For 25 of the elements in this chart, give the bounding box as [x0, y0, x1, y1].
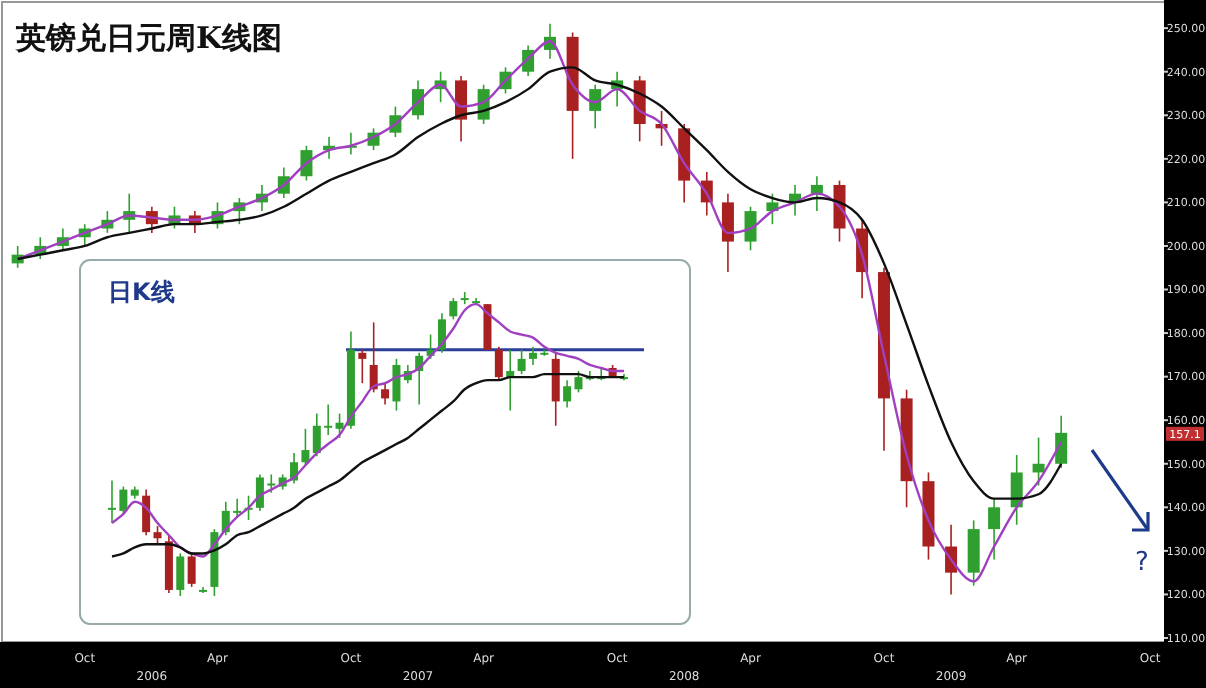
candlestick [449, 297, 458, 321]
candlestick [142, 488, 151, 536]
candlestick [437, 312, 446, 354]
text: 英镑兑日元周K线图 [14, 20, 283, 56]
candlestick [187, 552, 196, 588]
candlestick [766, 192, 779, 225]
candlestick [381, 382, 390, 406]
candlestick [176, 552, 185, 597]
annotation: ? [1135, 548, 1149, 578]
candlestick [392, 358, 401, 412]
candlestick [460, 291, 469, 305]
candlestick [301, 428, 310, 467]
candlestick [358, 348, 367, 384]
candlestick [1055, 415, 1068, 469]
candlestick [721, 192, 734, 273]
candlestick [551, 352, 560, 427]
chart-title: 日K线 [108, 278, 175, 306]
candlestick [810, 175, 823, 212]
candlestick [988, 497, 1001, 561]
candlestick [153, 525, 162, 546]
candlestick [967, 519, 980, 587]
candlestick [494, 345, 503, 381]
candlestick [517, 348, 526, 375]
candlestick [483, 303, 492, 351]
candlestick [589, 83, 602, 130]
